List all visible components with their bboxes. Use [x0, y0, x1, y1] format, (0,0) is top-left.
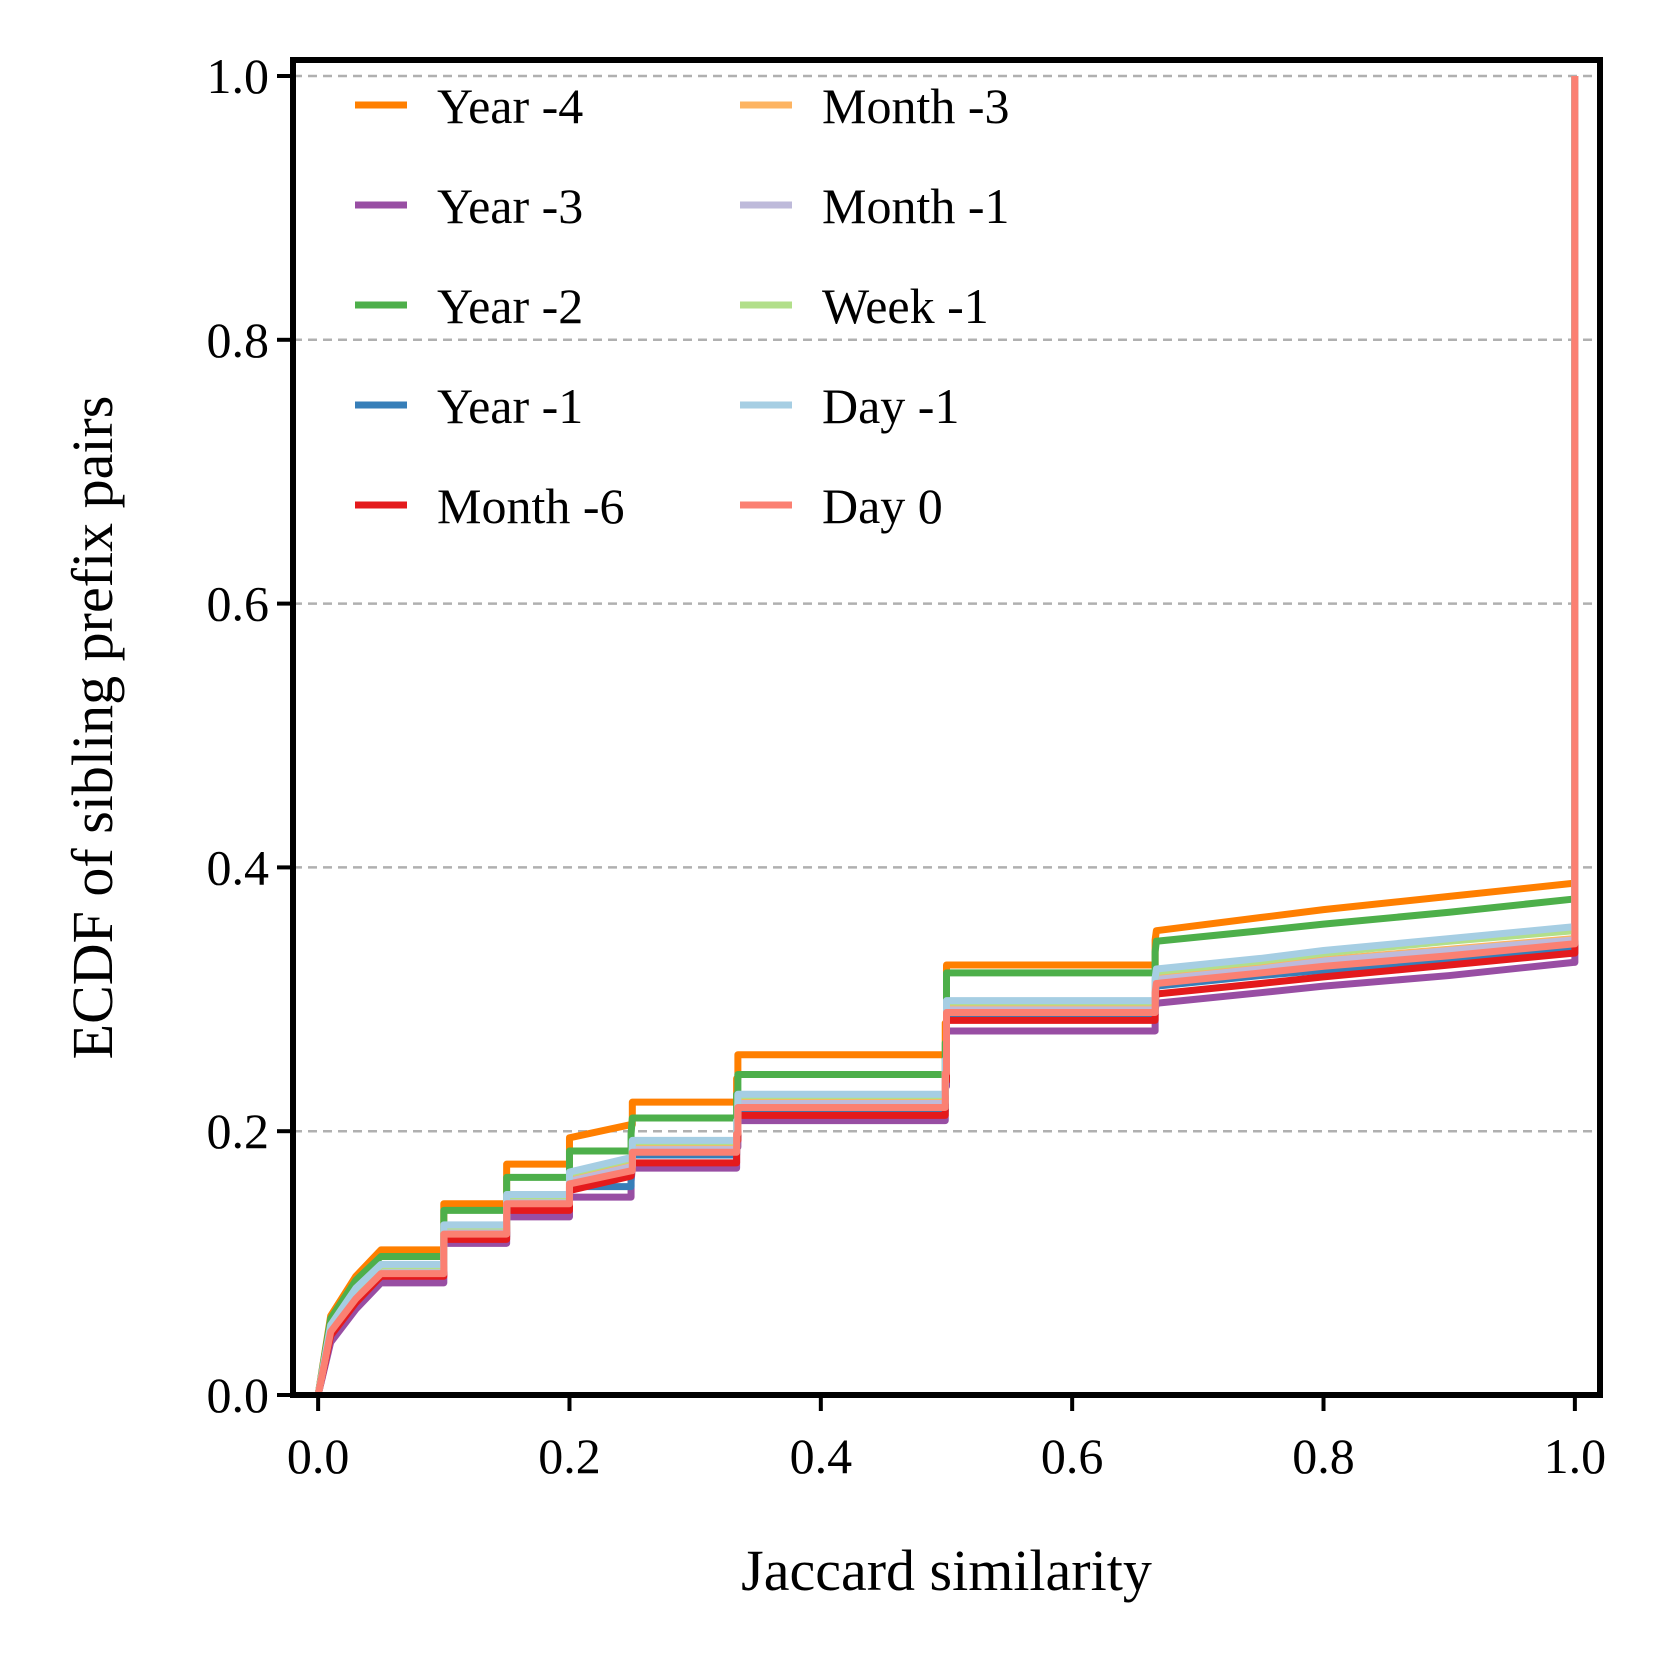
y-tick-label: 0.6 — [207, 576, 270, 632]
y-axis-ticks: 0.0 0.2 0.4 0.6 0.8 1.0 — [207, 48, 293, 1423]
y-tick-label: 0.0 — [207, 1367, 270, 1423]
y-axis-title: ECDF of sibling prefix pairs — [60, 396, 125, 1060]
x-tick-label: 0.2 — [538, 1428, 601, 1484]
legend-label: Day 0 — [822, 478, 943, 534]
legend-label: Week -1 — [822, 278, 989, 334]
y-tick-label: 1.0 — [207, 48, 270, 104]
legend-label: Year -4 — [437, 78, 583, 134]
legend-label: Day -1 — [822, 378, 959, 434]
y-tick-label: 0.2 — [207, 1103, 270, 1159]
legend-label: Year -2 — [437, 278, 583, 334]
x-tick-label: 0.4 — [790, 1428, 853, 1484]
x-tick-label: 0.0 — [287, 1428, 350, 1484]
legend-label: Month -3 — [822, 78, 1010, 134]
x-axis-ticks: 0.0 0.2 0.4 0.6 0.8 1.0 — [287, 1395, 1606, 1484]
x-tick-label: 1.0 — [1544, 1428, 1607, 1484]
y-tick-label: 0.8 — [207, 312, 270, 368]
legend-label: Year -1 — [437, 378, 583, 434]
y-tick-label: 0.4 — [207, 839, 270, 895]
legend-label: Month -1 — [822, 178, 1010, 234]
legend-label: Month -6 — [437, 478, 625, 534]
x-tick-label: 0.8 — [1292, 1428, 1355, 1484]
x-axis-title: Jaccard similarity — [741, 1538, 1152, 1603]
legend: Year -4 Year -3 Year -2 Year -1 Month -6 Mont… — [355, 78, 1010, 534]
x-tick-label: 0.6 — [1041, 1428, 1104, 1484]
plot-frame — [290, 57, 1603, 1398]
legend-label: Year -3 — [437, 178, 583, 234]
series-lines — [314, 76, 1579, 1396]
series-line-daym1 — [314, 76, 1579, 1396]
grid-lines — [293, 74, 1600, 1133]
series-line-day0 — [314, 76, 1579, 1396]
